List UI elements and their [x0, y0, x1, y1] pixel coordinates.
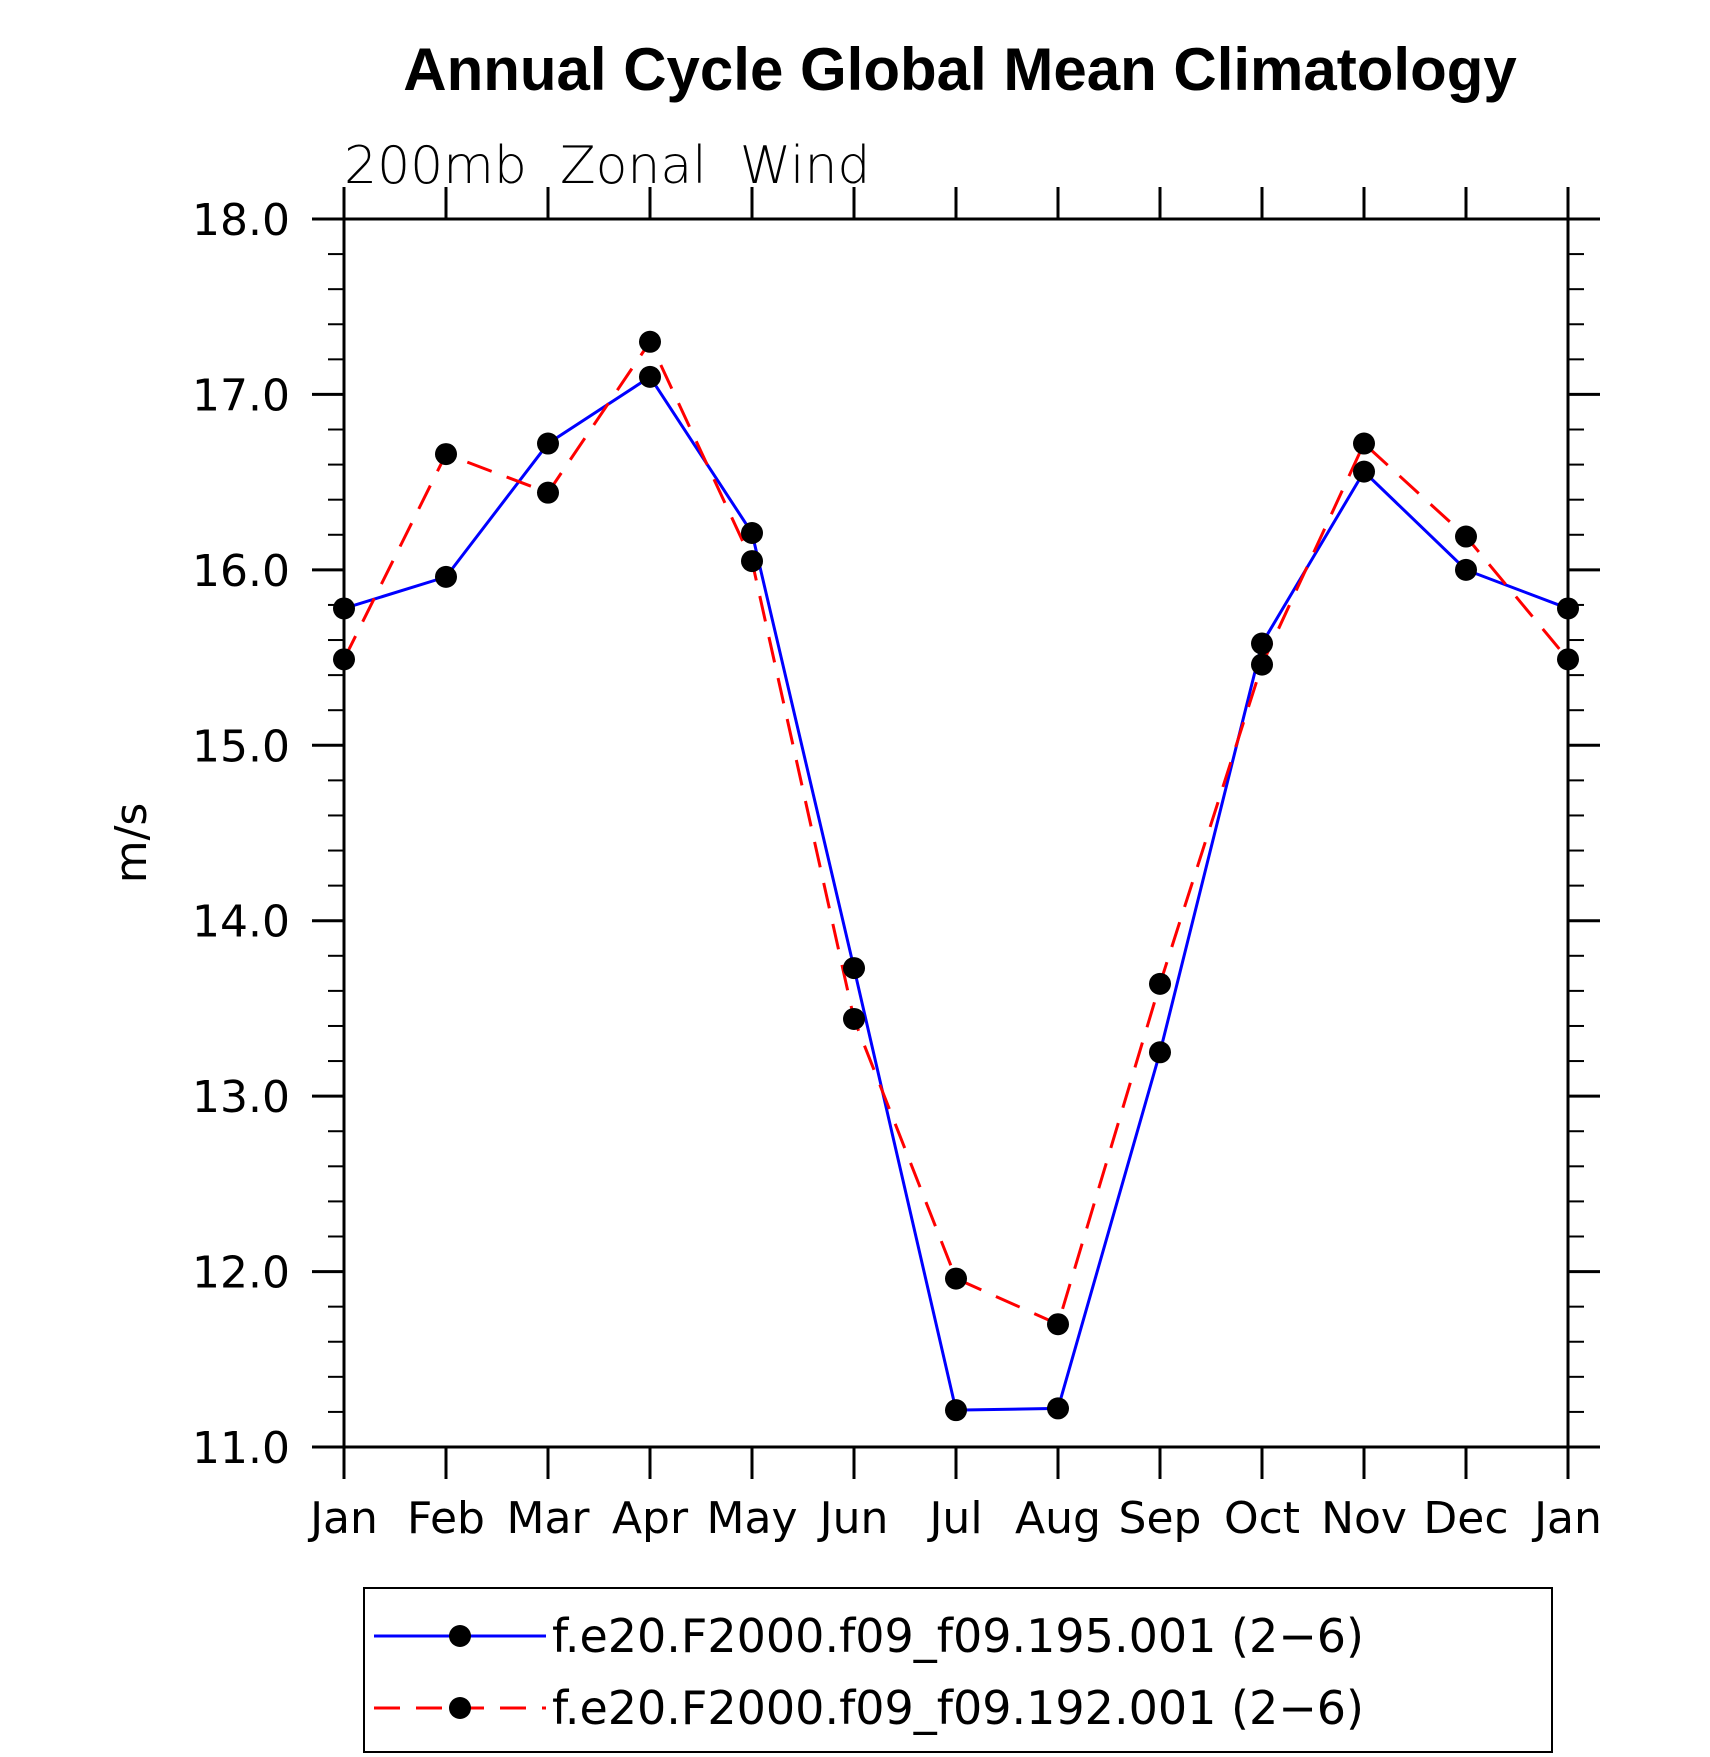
series-1-point	[1455, 558, 1477, 581]
legend: f.e20.F2000.f09_f09.195.001 (2−6) f.e20.F…	[363, 1587, 1553, 1753]
series-2-point	[1047, 1313, 1069, 1336]
x-tick-label: Dec	[1423, 1493, 1508, 1544]
x-tick-label: Sep	[1119, 1493, 1202, 1544]
legend-box	[363, 1587, 1553, 1753]
legend-marker-2	[449, 1697, 471, 1719]
axes-layer: Jan Feb Mar Apr May Jun Jul Aug Sep Oct Nov Dec Jan 1…	[192, 187, 1602, 1544]
y-tick-label: 18.0	[192, 195, 290, 246]
series-2-point	[639, 330, 661, 353]
series-1-point	[1149, 1041, 1171, 1064]
legend-items: f.e20.F2000.f09_f09.195.001 (2−6) f.e20.F…	[374, 1609, 1364, 1735]
y-tick-label: 13.0	[192, 1072, 290, 1123]
legend-label-1: f.e20.F2000.f09_f09.195.001 (2−6)	[552, 1609, 1364, 1663]
y-tick-label: 11.0	[192, 1423, 290, 1474]
x-tick-label: Aug	[1015, 1493, 1101, 1544]
y-axis-label: m/s	[106, 803, 157, 884]
x-tick-label: Jan	[307, 1493, 378, 1544]
series-1-point	[741, 522, 763, 545]
x-tick-label: Oct	[1224, 1493, 1300, 1544]
series-2-point	[1455, 525, 1477, 548]
series-2-point	[537, 481, 559, 504]
series-1-point	[639, 365, 661, 388]
series-2-point	[435, 443, 457, 466]
series-2-point	[1149, 972, 1171, 995]
series-1-point	[333, 597, 355, 620]
series-2-point	[333, 648, 355, 671]
series-2-point	[741, 550, 763, 573]
series-layer	[333, 330, 1579, 1422]
series-1-point	[1047, 1397, 1069, 1420]
series-2-point	[945, 1267, 967, 1290]
x-tick-label: Jul	[926, 1493, 982, 1544]
chart-subtitle: 200mb Zonal Wind	[344, 136, 870, 196]
series-1-point	[1353, 460, 1375, 483]
series-line-2	[342, 338, 1570, 1327]
y-tick-label: 15.0	[192, 721, 290, 772]
legend-marker-1	[449, 1625, 471, 1647]
series-line-1	[343, 374, 1569, 1412]
series-2-point	[1557, 648, 1579, 671]
series-1-point	[945, 1399, 967, 1422]
x-tick-label: Nov	[1321, 1493, 1407, 1544]
x-tick-label: May	[707, 1493, 798, 1544]
y-tick-label: 14.0	[192, 897, 290, 948]
y-tick-label: 17.0	[192, 370, 290, 421]
series-1-point	[843, 957, 865, 980]
series-1-point	[1251, 632, 1273, 655]
series-1-point	[435, 565, 457, 588]
x-tick-label: Mar	[506, 1493, 590, 1544]
series-2-point	[1251, 653, 1273, 676]
series-2-point	[1353, 432, 1375, 455]
plot-frame	[342, 217, 1570, 1449]
y-tick-label: 12.0	[192, 1248, 290, 1299]
x-tick-label: Jun	[817, 1493, 889, 1544]
legend-label-2: f.e20.F2000.f09_f09.192.001 (2−6)	[552, 1681, 1364, 1735]
series-1-point	[1557, 597, 1579, 620]
x-tick-label: Feb	[407, 1493, 485, 1544]
series-1-point	[537, 432, 559, 455]
x-tick-label: Apr	[612, 1493, 689, 1544]
chart-title: Annual Cycle Global Mean Climatology	[403, 36, 1517, 103]
x-tick-label: Jan	[1531, 1493, 1602, 1544]
series-2-point	[843, 1007, 865, 1030]
y-tick-label: 16.0	[192, 546, 290, 597]
